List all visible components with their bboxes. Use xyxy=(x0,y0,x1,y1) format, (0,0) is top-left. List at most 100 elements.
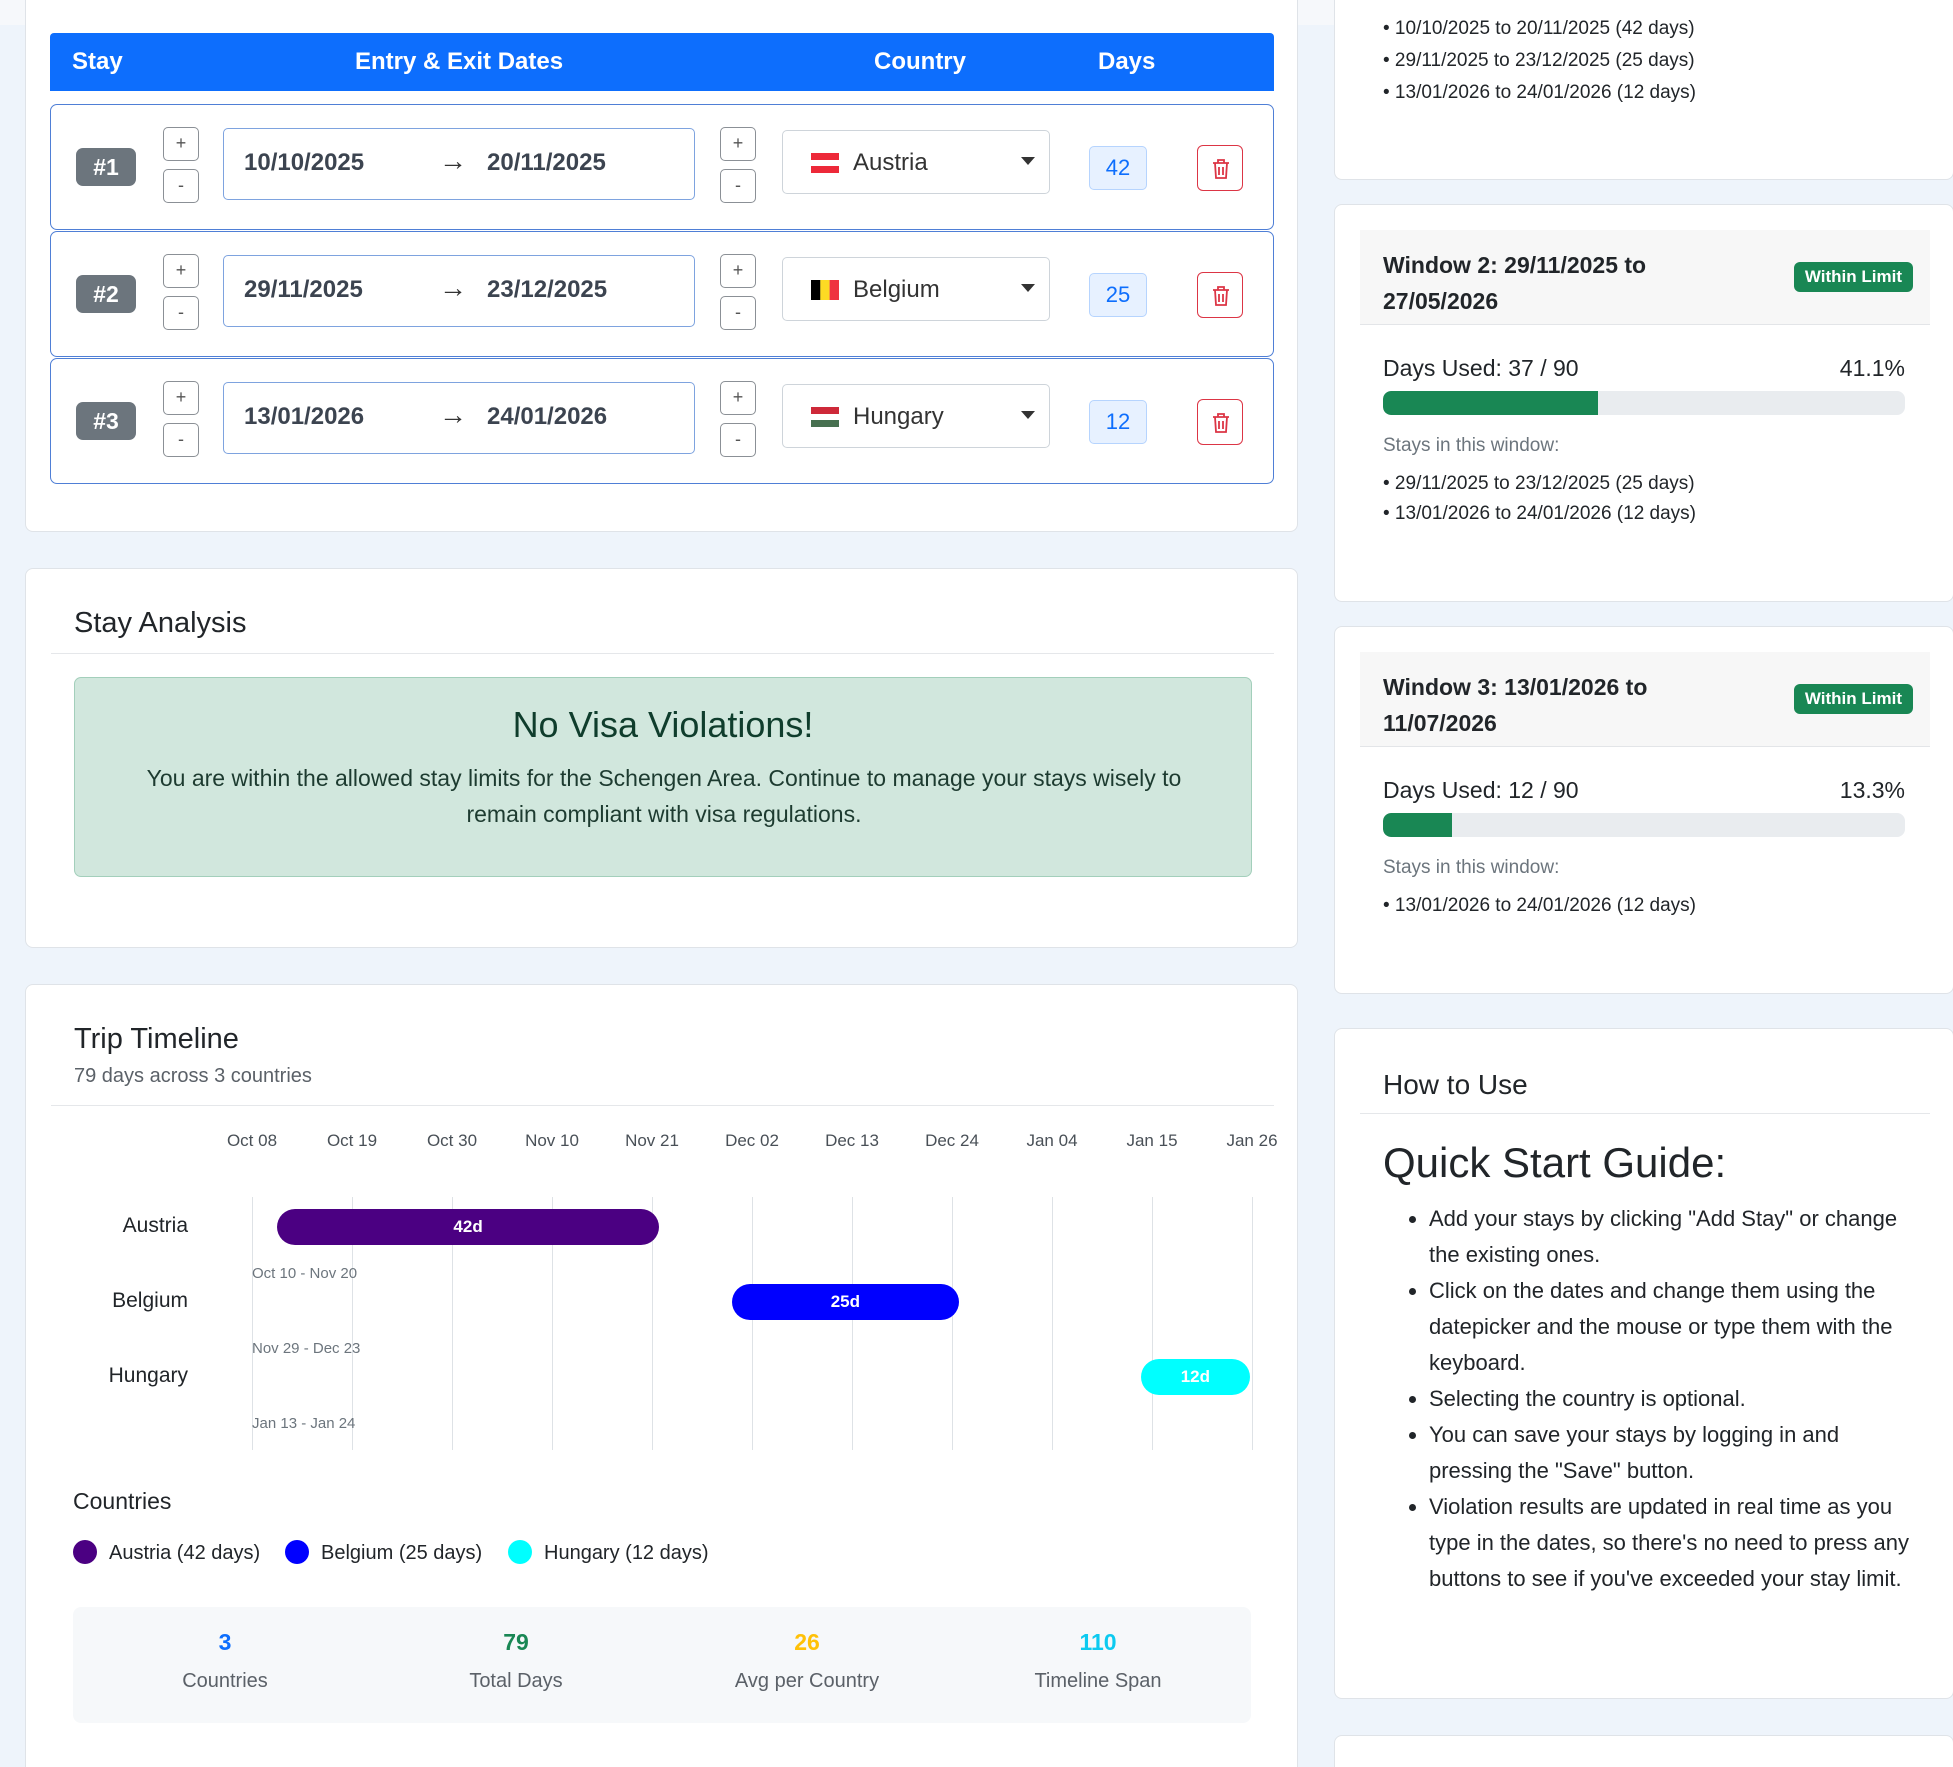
country-select[interactable]: Belgium xyxy=(782,257,1050,321)
date-range-input[interactable]: 13/01/2026 → 24/01/2026 xyxy=(223,382,695,454)
window-title: Window 2: 29/11/2025 to 27/05/2026 xyxy=(1383,252,1647,314)
entry-decrement-button[interactable]: - xyxy=(163,296,199,330)
exit-decrement-button[interactable]: - xyxy=(720,296,756,330)
divider xyxy=(51,653,1274,654)
exit-decrement-button[interactable]: - xyxy=(720,169,756,203)
stay-analysis-card: Stay Analysis No Visa Violations! You ar… xyxy=(25,568,1298,948)
timeline-bar: 42d xyxy=(277,1209,659,1245)
status-badge: Within Limit xyxy=(1793,262,1913,292)
arrow-right-icon: → xyxy=(439,399,467,430)
caret-down-icon xyxy=(1021,284,1035,292)
exit-date[interactable]: 23/12/2025 xyxy=(487,276,608,303)
entry-increment-button[interactable]: + xyxy=(163,254,199,288)
entry-date[interactable]: 29/11/2025 xyxy=(244,276,363,303)
timeline-gridline xyxy=(352,1197,353,1450)
trash-icon xyxy=(1213,159,1229,179)
legend-label: Austria (42 days) xyxy=(109,1542,261,1564)
stay-index-badge: #3 xyxy=(76,402,136,440)
timeline-stats: 3 Countries 79 Total Days 26 Avg per Countr… xyxy=(73,1607,1251,1723)
exit-increment-button[interactable]: + xyxy=(720,254,756,288)
timeline-title: Trip Timeline xyxy=(74,1023,239,1055)
timeline-range-label: Nov 29 - Dec 23 xyxy=(252,1340,361,1357)
exit-increment-button[interactable]: + xyxy=(720,381,756,415)
stat-value: 3 xyxy=(218,1629,232,1655)
window-3-card: Window 3: 13/01/2026 to 11/07/2026 Withi… xyxy=(1334,626,1953,994)
stat-timeline-span: 110 Timeline Span xyxy=(948,1629,1248,1693)
usage-percent: 13.3% xyxy=(1839,777,1905,803)
entry-increment-button[interactable]: + xyxy=(163,381,199,415)
window-stay-item: • 13/01/2026 to 24/01/2026 (12 days) xyxy=(1383,82,1696,103)
legend-swatch xyxy=(508,1540,532,1564)
entry-date[interactable]: 10/10/2025 xyxy=(244,149,365,176)
timeline-gridline xyxy=(852,1197,853,1450)
alert-heading: No Visa Violations! xyxy=(512,704,814,745)
delete-stay-button[interactable] xyxy=(1197,145,1243,191)
list-item: Violation results are updated in real ti… xyxy=(1429,1489,1919,1597)
date-range-input[interactable]: 10/10/2025 → 20/11/2025 xyxy=(223,128,695,200)
legend-label: Hungary (12 days) xyxy=(544,1542,709,1564)
window-stay-item: • 29/11/2025 to 23/12/2025 (25 days) xyxy=(1383,473,1695,494)
countries-heading: Countries xyxy=(73,1488,172,1514)
exit-date[interactable]: 20/11/2025 xyxy=(487,149,606,176)
next-card xyxy=(1334,1735,1953,1767)
header-country: Country xyxy=(874,48,966,75)
timeline-bar: 25d xyxy=(731,1284,959,1320)
timeline-tick-label: Dec 13 xyxy=(825,1131,879,1150)
quick-start-heading: Quick Start Guide: xyxy=(1383,1139,1727,1186)
country-select[interactable]: Hungary xyxy=(782,384,1050,448)
entry-date[interactable]: 13/01/2026 xyxy=(244,403,365,430)
timeline-gridline xyxy=(1052,1197,1053,1450)
timeline-row-label: Hungary xyxy=(108,1364,188,1387)
timeline-gridline xyxy=(452,1197,453,1450)
usage-progress-bar xyxy=(1383,813,1905,837)
caret-down-icon xyxy=(1021,157,1035,165)
entry-decrement-button[interactable]: - xyxy=(163,169,199,203)
country-name: Belgium xyxy=(853,276,940,303)
stays-table-header: Stay Entry & Exit Dates Country Days xyxy=(50,33,1274,91)
timeline-gridline xyxy=(552,1197,553,1450)
timeline-tick-label: Jan 26 xyxy=(1226,1131,1278,1150)
legend-swatch xyxy=(73,1540,97,1564)
window-1-card: • 10/10/2025 to 20/11/2025 (42 days) • 2… xyxy=(1334,0,1953,180)
legend-label: Belgium (25 days) xyxy=(321,1542,483,1564)
quick-start-list: Add your stays by clicking "Add Stay" or… xyxy=(1429,1201,1919,1597)
date-range-input[interactable]: 29/11/2025 → 23/12/2025 xyxy=(223,255,695,327)
timeline-gridline xyxy=(952,1197,953,1450)
usage-percent: 41.1% xyxy=(1839,355,1905,381)
header-stay: Stay xyxy=(72,48,123,75)
stay-analysis-title: Stay Analysis xyxy=(74,607,247,639)
delete-stay-button[interactable] xyxy=(1197,272,1243,318)
how-to-use-title: How to Use xyxy=(1383,1069,1528,1100)
window-header: Window 2: 29/11/2025 to 27/05/2026 Withi… xyxy=(1360,230,1930,325)
entry-increment-button[interactable]: + xyxy=(163,127,199,161)
timeline-gridline xyxy=(1252,1197,1253,1450)
legend-hungary: Hungary (12 days) xyxy=(508,1540,709,1565)
country-name: Austria xyxy=(853,149,928,176)
country-select[interactable]: Austria xyxy=(782,130,1050,194)
legend-belgium: Belgium (25 days) xyxy=(285,1540,482,1565)
days-count: 25 xyxy=(1089,273,1147,317)
timeline-tick-label: Nov 21 xyxy=(625,1131,679,1150)
entry-decrement-button[interactable]: - xyxy=(163,423,199,457)
exit-date[interactable]: 24/01/2026 xyxy=(487,403,608,430)
list-item: Add your stays by clicking "Add Stay" or… xyxy=(1429,1201,1919,1273)
stat-countries: 3 Countries xyxy=(75,1629,375,1693)
stat-avg-per-country: 26 Avg per Country xyxy=(657,1629,957,1693)
stat-label: Timeline Span xyxy=(1034,1670,1162,1692)
stay-row: #3 + - 13/01/2026 → 24/01/2026 + - Hunga… xyxy=(50,358,1274,484)
exit-decrement-button[interactable]: - xyxy=(720,423,756,457)
delete-stay-button[interactable] xyxy=(1197,399,1243,445)
exit-increment-button[interactable]: + xyxy=(720,127,756,161)
belgium-flag-icon xyxy=(811,280,839,300)
timeline-gridline xyxy=(252,1197,253,1450)
stat-value: 110 xyxy=(1079,1629,1117,1655)
days-used: Days Used: 12 / 90 xyxy=(1383,777,1579,803)
trash-icon xyxy=(1213,413,1229,433)
stat-label: Avg per Country xyxy=(734,1670,880,1692)
timeline-tick-label: Oct 30 xyxy=(426,1131,478,1150)
list-item: Selecting the country is optional. xyxy=(1429,1381,1919,1417)
stay-index-badge: #2 xyxy=(76,275,136,313)
timeline-row-label: Belgium xyxy=(112,1289,188,1312)
timeline-range-label: Oct 10 - Nov 20 xyxy=(252,1265,358,1282)
stay-row: #1 + - 10/10/2025 → 20/11/2025 + - Austr… xyxy=(50,104,1274,230)
